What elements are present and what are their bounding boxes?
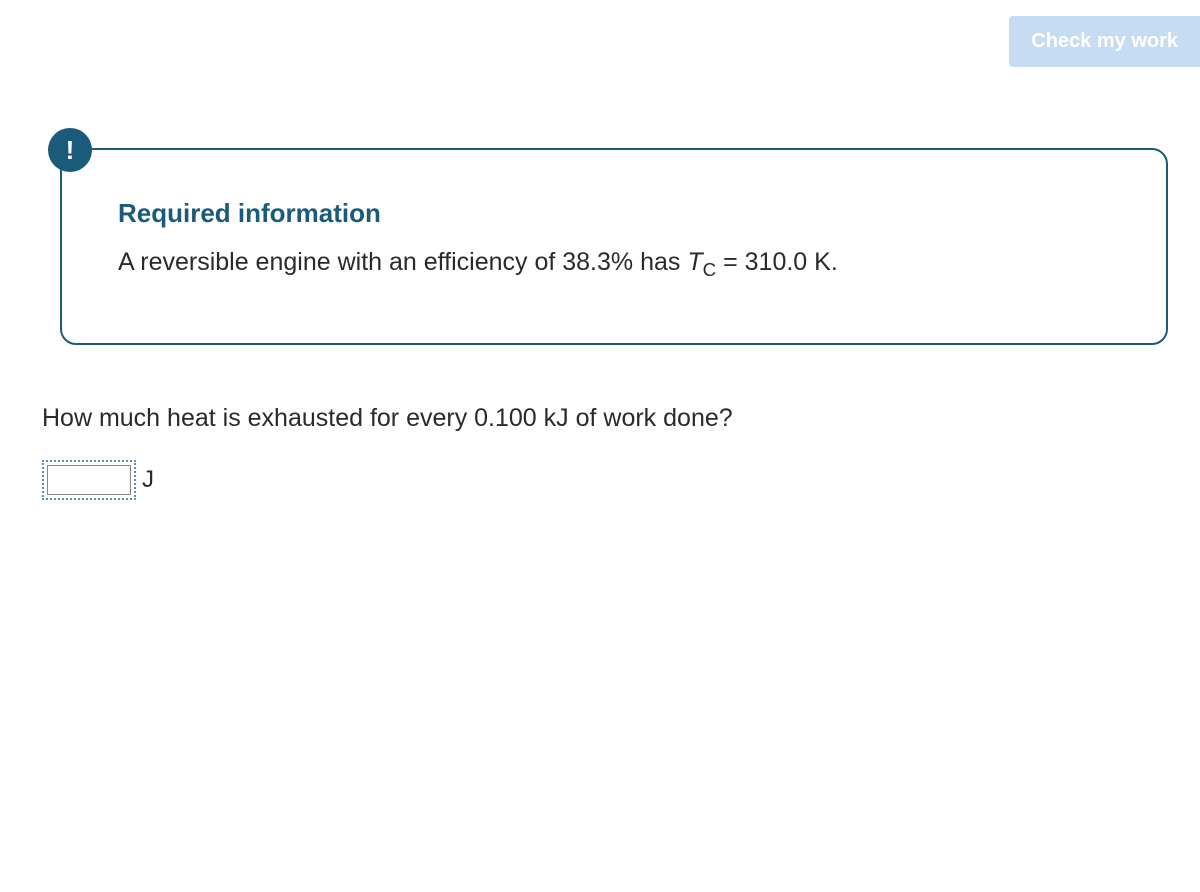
info-text: A reversible engine with an efficiency o… bbox=[118, 245, 1110, 283]
exclamation-icon: ! bbox=[48, 128, 92, 172]
info-text-prefix: A reversible engine with an efficiency o… bbox=[118, 248, 687, 276]
question-text: How much heat is exhausted for every 0.1… bbox=[42, 404, 733, 433]
answer-container: J bbox=[42, 460, 154, 500]
check-my-work-button[interactable]: Check my work bbox=[1009, 16, 1200, 67]
unit-label: J bbox=[142, 466, 154, 494]
info-text-suffix: = 310.0 K. bbox=[716, 248, 838, 276]
required-info-box: ! Required information A reversible engi… bbox=[60, 148, 1168, 345]
answer-input[interactable] bbox=[47, 465, 131, 495]
variable-subscript: C bbox=[703, 259, 717, 280]
variable-symbol: T bbox=[687, 248, 702, 276]
info-title: Required information bbox=[118, 198, 1110, 229]
input-wrapper bbox=[42, 460, 136, 500]
